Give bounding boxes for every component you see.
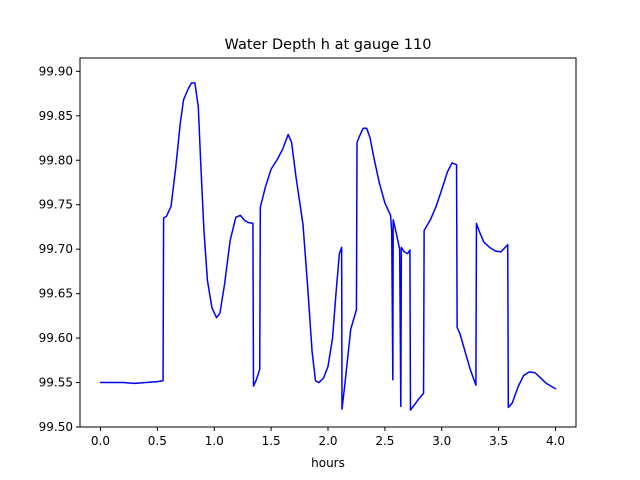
x-tick-label: 4.0 [546, 434, 565, 448]
series-line-0 [99, 82, 557, 411]
x-tick-label: 2.0 [318, 434, 337, 448]
y-tick-label: 99.55 [39, 376, 73, 390]
y-tick-label: 99.75 [39, 198, 73, 212]
y-tick-label: 99.85 [39, 109, 73, 123]
plot-area [99, 82, 557, 411]
x-tick-label: 3.5 [489, 434, 508, 448]
x-tick-label: 0.5 [148, 434, 167, 448]
x-axis: 0.0 0.5 1.0 1.5 2.0 2.5 3.0 3.5 4.0 [91, 427, 565, 448]
y-tick-label: 99.80 [39, 153, 73, 167]
x-tick-label: 1.0 [205, 434, 224, 448]
y-tick-label: 99.50 [39, 420, 73, 434]
y-axis: 99.50 99.55 99.60 99.65 99.70 99.75 99.80 99.85… [39, 64, 80, 434]
chart-title: Water Depth h at gauge 110 [225, 37, 432, 53]
x-tick-label: 0.0 [91, 434, 110, 448]
y-tick-label: 99.70 [39, 242, 73, 256]
x-axis-label: hours [311, 456, 345, 470]
y-tick-label: 99.60 [39, 331, 73, 345]
x-tick-label: 1.5 [262, 434, 281, 448]
y-tick-label: 99.65 [39, 287, 73, 301]
x-tick-label: 2.5 [375, 434, 394, 448]
x-tick-label: 3.0 [432, 434, 451, 448]
y-tick-label: 99.90 [39, 64, 73, 78]
